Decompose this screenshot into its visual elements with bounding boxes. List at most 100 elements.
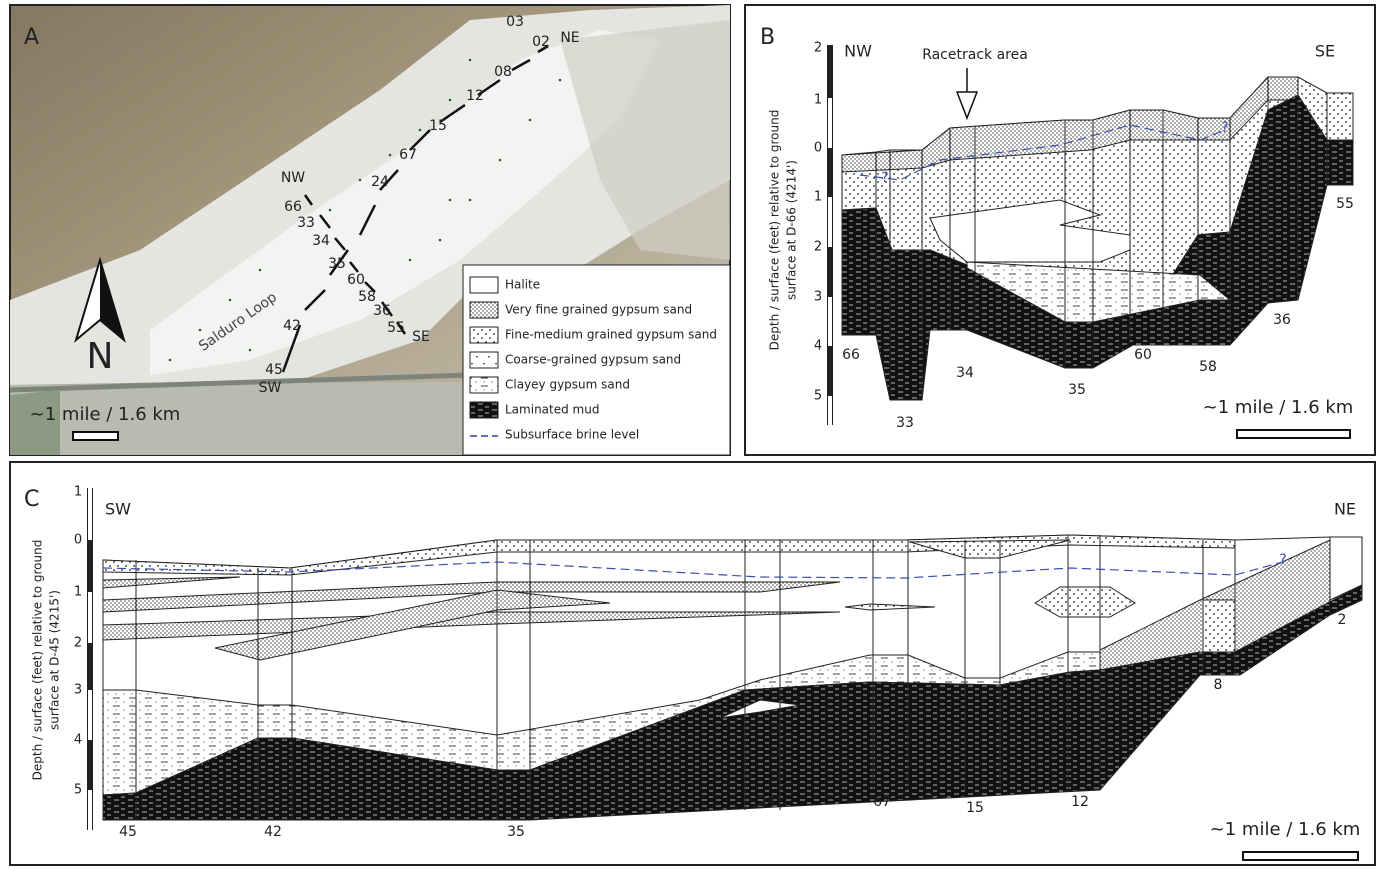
well-label: 42 [264, 824, 282, 840]
legend-label: Fine-medium grained gypsum sand [505, 328, 717, 342]
well-label: 60 [1134, 347, 1152, 363]
shape [470, 302, 498, 318]
panel-b [745, 5, 1375, 455]
end-label: SE [1315, 42, 1335, 61]
shape [449, 99, 452, 102]
uncertain-mark: ? [881, 170, 888, 186]
well-label: SW [259, 380, 282, 396]
well-label: 67 [399, 147, 417, 163]
well-label: 58 [1199, 359, 1217, 375]
shape [529, 119, 532, 122]
scale-label: ~1 mile / 1.6 km [30, 404, 181, 425]
depth-tick-label: 2 [814, 240, 822, 255]
shape [470, 377, 498, 393]
well-label: 2 [1338, 612, 1347, 628]
depth-tick-label: 1 [74, 585, 82, 600]
scale-label: ~1 mile / 1.6 km [1210, 819, 1361, 840]
shape [389, 154, 392, 157]
well-label: 45 [265, 362, 283, 378]
depth-tick-label: 4 [814, 339, 822, 354]
depth-tick-label: 3 [814, 290, 822, 305]
well-label: 08 [494, 64, 512, 80]
shape [1237, 430, 1350, 438]
shape [169, 359, 172, 362]
well-label: 34 [312, 233, 330, 249]
uncertain-mark: ? [1221, 120, 1228, 136]
well-label: 35 [328, 256, 346, 272]
depth-tick-label: 2 [814, 41, 822, 56]
end-label: NE [1334, 500, 1356, 519]
well-label: NW [281, 170, 305, 186]
panel-c [10, 462, 1375, 865]
shape [439, 239, 442, 242]
well-label: 55 [1336, 196, 1354, 212]
well-label: 02 [532, 34, 550, 50]
well-label: 42 [283, 318, 301, 334]
depth-tick-label: 1 [74, 485, 82, 500]
well-label: SE [412, 329, 430, 345]
depth-tick-label: 1 [814, 93, 822, 108]
well-label: 66 [842, 347, 860, 363]
end-label: SW [105, 500, 131, 519]
north-arrow-label: N [87, 336, 114, 377]
page: {"panel_a":{"label":"A","north":"N","roa… [0, 0, 1381, 869]
y-axis-title: Depth / surface (feet) relative to groun… [768, 110, 782, 351]
well-label: 36 [373, 303, 391, 319]
depth-tick-label: 4 [74, 733, 82, 748]
well-label: 60 [347, 272, 365, 288]
feature-label: Racetrack area [922, 47, 1028, 63]
legend-label: Halite [505, 278, 540, 292]
depth-tick-label: 2 [74, 636, 82, 651]
shape [559, 79, 562, 82]
shape [199, 329, 202, 332]
well-label: 66 [284, 199, 302, 215]
depth-tick-label: 5 [814, 389, 822, 404]
panel-label: B [760, 25, 775, 50]
uncertain-mark: ? [1279, 552, 1286, 568]
well-label: 55 [387, 320, 405, 336]
well-label: 35 [507, 824, 525, 840]
shape [469, 59, 472, 62]
well-label: 12 [466, 88, 484, 104]
shape [1243, 852, 1358, 860]
well-label: 15 [429, 118, 447, 134]
legend-label: Subsurface brine level [505, 428, 639, 442]
depth-tick-label: 3 [74, 683, 82, 698]
scale-label: ~1 mile / 1.6 km [1203, 397, 1354, 418]
well-label: 34 [956, 365, 974, 381]
figure: ANSalduro Loop~1 mile / 1.6 km0302NE0812… [0, 0, 1381, 869]
panel-label: C [24, 487, 39, 512]
shape [229, 299, 232, 302]
depth-tick-label: 0 [814, 141, 822, 156]
well-label: 33 [896, 415, 914, 431]
depth-tick-label: 1 [814, 190, 822, 205]
y-axis-title: surface at D-45 (4215') [48, 590, 62, 730]
shape [470, 327, 498, 343]
shape [419, 129, 422, 132]
well-label: 35 [1068, 382, 1086, 398]
y-axis-title: Depth / surface (feet) relative to groun… [31, 540, 45, 781]
legend-label: Coarse-grained gypsum sand [505, 353, 681, 367]
well-label: 24 [758, 794, 776, 810]
well-label: 03 [506, 14, 524, 30]
shape [449, 199, 452, 202]
shape [329, 209, 332, 212]
well-label: 8 [1214, 677, 1223, 693]
well-label: 33 [297, 215, 315, 231]
shape [469, 199, 472, 202]
legend-label: Clayey gypsum sand [505, 378, 630, 392]
depth-tick-label: 5 [74, 783, 82, 798]
shape [470, 352, 498, 368]
legend-label: Very fine grained gypsum sand [505, 303, 692, 317]
shape [409, 259, 412, 262]
shape [499, 159, 502, 162]
shape [359, 179, 362, 182]
well-label: 12 [1071, 794, 1089, 810]
shape [259, 269, 262, 272]
panel-label: A [24, 25, 39, 50]
well-label: NE [560, 30, 579, 46]
depth-tick-label: 0 [74, 533, 82, 548]
well-label: 24 [371, 174, 389, 190]
shape [1203, 600, 1235, 652]
end-label: NW [844, 42, 872, 61]
